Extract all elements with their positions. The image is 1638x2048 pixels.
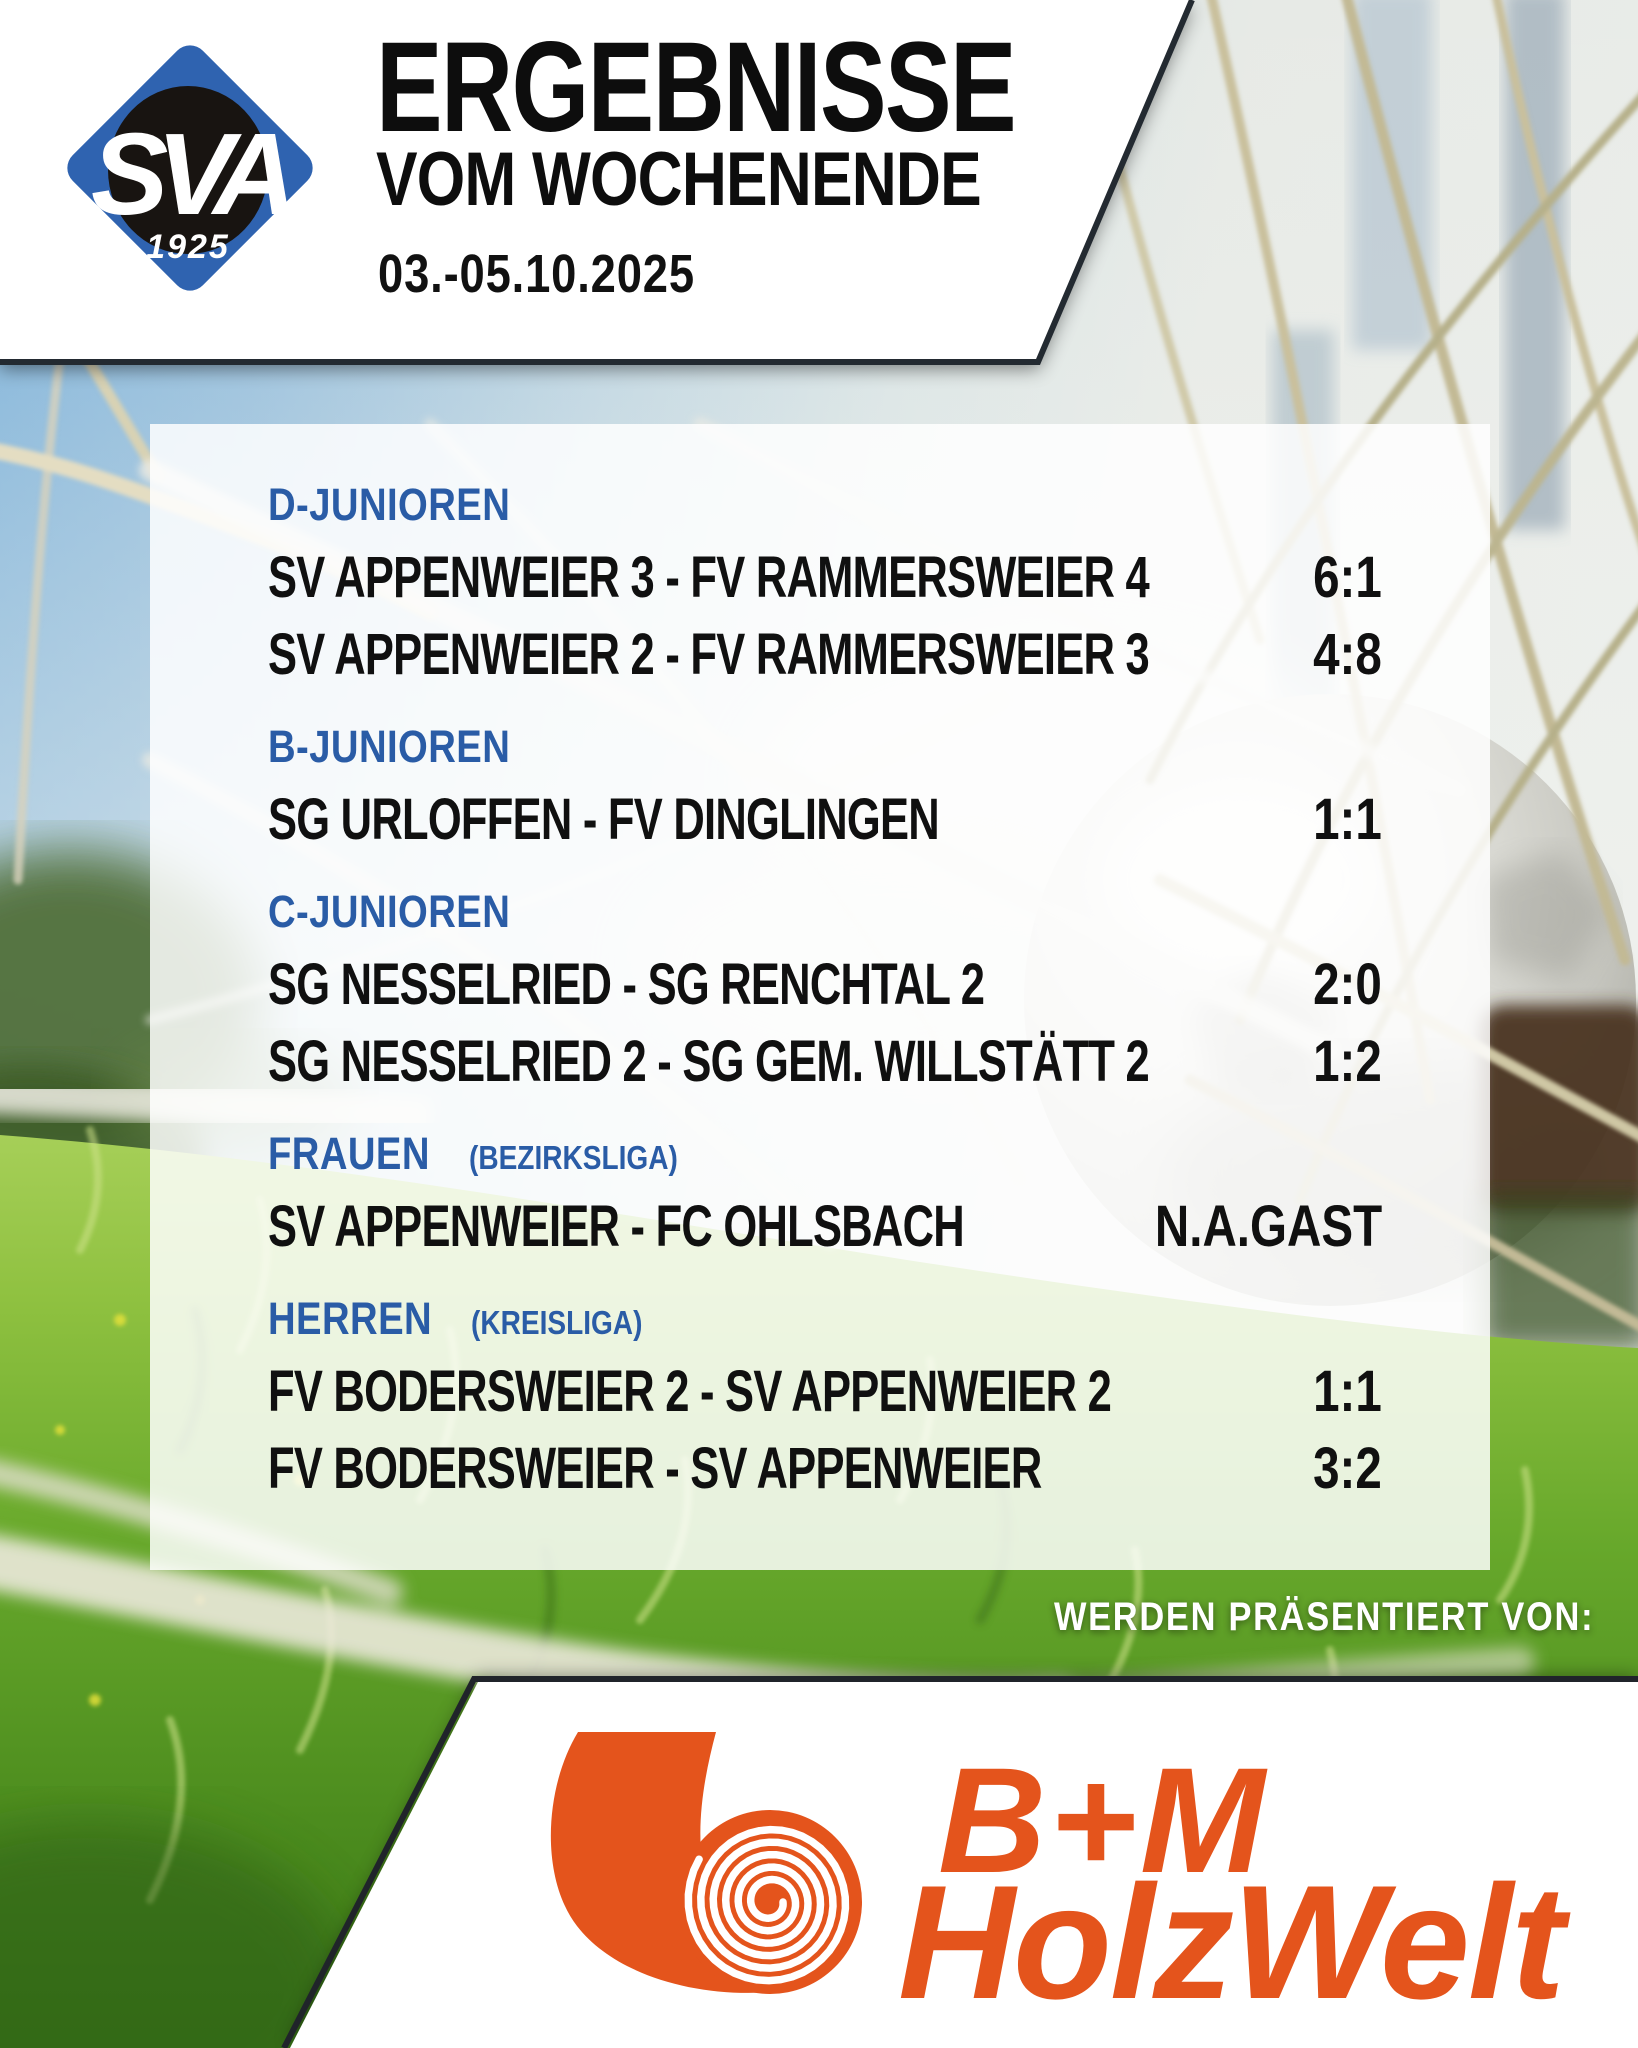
- page-subtitle: VOM WOCHENENDE: [376, 137, 982, 222]
- match-fixture: SG URLOFFEN - FV DINGLINGEN: [268, 787, 940, 852]
- match-fixture: SG NESSELRIED - SG RENCHTAL 2: [268, 952, 985, 1017]
- match-row: SG NESSELRIED 2 - SG GEM. WILLSTÄTT 2 1:2: [268, 1029, 1382, 1096]
- match-score: 1:2: [1313, 1029, 1382, 1094]
- match-score: 3:2: [1313, 1436, 1382, 1501]
- category-heading: B-JUNIOREN: [268, 722, 553, 774]
- category-heading: D-JUNIOREN: [268, 480, 553, 532]
- category-label: D-JUNIOREN: [268, 479, 511, 530]
- category-label: B-JUNIOREN: [268, 721, 511, 772]
- match-fixture: SV APPENWEIER 2 - FV RAMMERSWEIER 3: [268, 622, 1150, 687]
- match-score: 2:0: [1313, 952, 1382, 1017]
- category-heading: C-JUNIOREN: [268, 887, 553, 939]
- sponsor-name-line2: HolzWelt: [898, 1852, 1565, 2033]
- league-label: (KREISLIGA): [471, 1304, 643, 1341]
- match-score: 4:8: [1313, 622, 1382, 687]
- match-fixture: SG NESSELRIED 2 - SG GEM. WILLSTÄTT 2: [268, 1029, 1150, 1094]
- match-fixture: SV APPENWEIER 3 - FV RAMMERSWEIER 4: [268, 545, 1150, 610]
- wooden-post: [1480, 1005, 1638, 1215]
- category-label: C-JUNIOREN: [268, 886, 511, 937]
- match-row: SV APPENWEIER 2 - FV RAMMERSWEIER 3 4:8: [268, 622, 1382, 689]
- league-label: (BEZIRKSLIGA): [468, 1139, 678, 1176]
- date-range: 03.-05.10.2025: [378, 244, 695, 304]
- match-score: N.A.GAST: [1154, 1194, 1382, 1259]
- category-label: HERREN: [268, 1293, 433, 1344]
- match-fixture: FV BODERSWEIER - SV APPENWEIER: [268, 1436, 1042, 1501]
- presented-by-label: WERDEN PRÄSENTIERT VON:: [1053, 1595, 1594, 1639]
- category-label: FRAUEN: [268, 1128, 430, 1179]
- results-panel: D-JUNIOREN SV APPENWEIER 3 - FV RAMMERSWE…: [150, 424, 1490, 1570]
- match-score: 1:1: [1313, 1359, 1382, 1424]
- category-heading: FRAUEN (BEZIRKSLIGA): [268, 1129, 714, 1181]
- match-fixture: SV APPENWEIER - FC OHLSBACH: [268, 1194, 965, 1259]
- sponsor-name-line1: B+M: [938, 1736, 1268, 1904]
- match-score: 6:1: [1313, 545, 1382, 610]
- match-row: FV BODERSWEIER - SV APPENWEIER 3:2: [268, 1436, 1382, 1503]
- match-score: 1:1: [1313, 787, 1382, 852]
- page-title: ERGEBNISSE: [376, 16, 1017, 159]
- match-row: SG URLOFFEN - FV DINGLINGEN 1:1: [268, 787, 1382, 854]
- match-fixture: FV BODERSWEIER 2 - SV APPENWEIER 2: [268, 1359, 1112, 1424]
- match-row: FV BODERSWEIER 2 - SV APPENWEIER 2 1:1: [268, 1359, 1382, 1426]
- match-row: SV APPENWEIER - FC OHLSBACH N.A.GAST: [268, 1194, 1382, 1261]
- match-row: SG NESSELRIED - SG RENCHTAL 2 2:0: [268, 952, 1382, 1019]
- match-row: SV APPENWEIER 3 - FV RAMMERSWEIER 4 6:1: [268, 545, 1382, 612]
- category-heading: HERREN (KREISLIGA): [268, 1294, 673, 1346]
